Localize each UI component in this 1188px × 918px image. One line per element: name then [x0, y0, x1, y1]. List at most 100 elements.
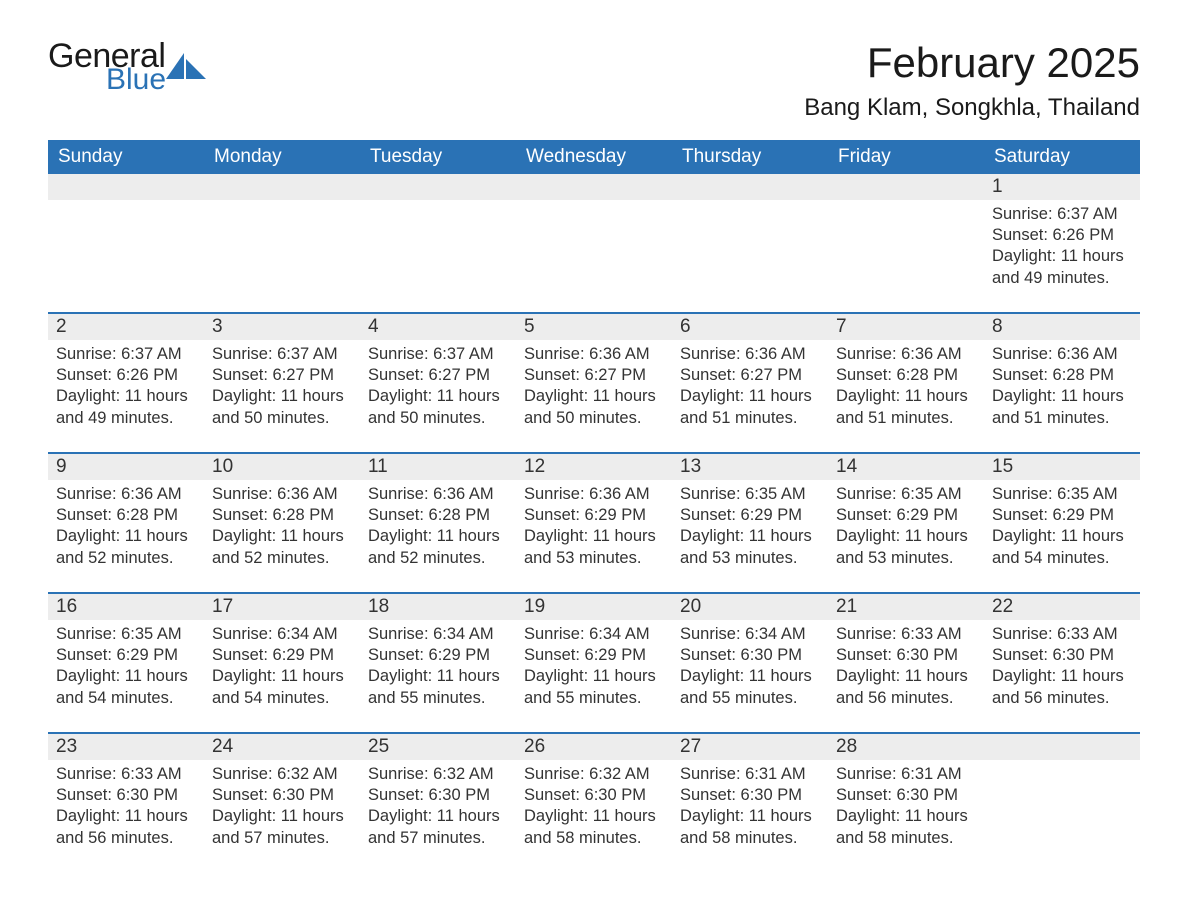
day-cell: 12Sunrise: 6:36 AMSunset: 6:29 PMDayligh…	[516, 454, 672, 592]
sunset-text: Sunset: 6:30 PM	[680, 785, 820, 806]
day-cell: 21Sunrise: 6:33 AMSunset: 6:30 PMDayligh…	[828, 594, 984, 732]
day-cell: 1Sunrise: 6:37 AMSunset: 6:26 PMDaylight…	[984, 174, 1140, 312]
day-cell: 24Sunrise: 6:32 AMSunset: 6:30 PMDayligh…	[204, 734, 360, 872]
day-number: 5	[516, 314, 672, 340]
week-row: 16Sunrise: 6:35 AMSunset: 6:29 PMDayligh…	[48, 592, 1140, 732]
day-body: Sunrise: 6:36 AMSunset: 6:29 PMDaylight:…	[516, 480, 672, 578]
sunset-text: Sunset: 6:26 PM	[992, 225, 1132, 246]
day-body: Sunrise: 6:32 AMSunset: 6:30 PMDaylight:…	[204, 760, 360, 858]
day-body: Sunrise: 6:36 AMSunset: 6:27 PMDaylight:…	[672, 340, 828, 438]
daylight-text: Daylight: 11 hours and 55 minutes.	[368, 666, 508, 708]
day-number: 18	[360, 594, 516, 620]
day-cell: 13Sunrise: 6:35 AMSunset: 6:29 PMDayligh…	[672, 454, 828, 592]
day-cell	[984, 734, 1140, 872]
day-cell: 4Sunrise: 6:37 AMSunset: 6:27 PMDaylight…	[360, 314, 516, 452]
sunrise-text: Sunrise: 6:36 AM	[680, 344, 820, 365]
day-cell: 25Sunrise: 6:32 AMSunset: 6:30 PMDayligh…	[360, 734, 516, 872]
location: Bang Klam, Songkhla, Thailand	[804, 94, 1140, 122]
month-title: February 2025	[804, 40, 1140, 86]
calendar: Sunday Monday Tuesday Wednesday Thursday…	[48, 140, 1140, 872]
sunrise-text: Sunrise: 6:34 AM	[680, 624, 820, 645]
day-cell: 9Sunrise: 6:36 AMSunset: 6:28 PMDaylight…	[48, 454, 204, 592]
sunset-text: Sunset: 6:29 PM	[524, 505, 664, 526]
day-cell: 18Sunrise: 6:34 AMSunset: 6:29 PMDayligh…	[360, 594, 516, 732]
day-number: 1	[984, 174, 1140, 200]
day-cell: 11Sunrise: 6:36 AMSunset: 6:28 PMDayligh…	[360, 454, 516, 592]
sunset-text: Sunset: 6:29 PM	[524, 645, 664, 666]
day-body: Sunrise: 6:34 AMSunset: 6:29 PMDaylight:…	[516, 620, 672, 718]
header: General Blue February 2025 Bang Klam, So…	[48, 40, 1140, 122]
sunset-text: Sunset: 6:30 PM	[524, 785, 664, 806]
sail-icon	[166, 53, 210, 83]
day-number: 4	[360, 314, 516, 340]
sunset-text: Sunset: 6:27 PM	[524, 365, 664, 386]
day-number: 7	[828, 314, 984, 340]
day-number: 27	[672, 734, 828, 760]
day-cell: 10Sunrise: 6:36 AMSunset: 6:28 PMDayligh…	[204, 454, 360, 592]
day-body: Sunrise: 6:34 AMSunset: 6:29 PMDaylight:…	[360, 620, 516, 718]
dow-cell: Thursday	[672, 140, 828, 174]
sunset-text: Sunset: 6:30 PM	[56, 785, 196, 806]
day-number: 20	[672, 594, 828, 620]
brand-word-2: Blue	[106, 66, 166, 95]
day-cell: 5Sunrise: 6:36 AMSunset: 6:27 PMDaylight…	[516, 314, 672, 452]
daylight-text: Daylight: 11 hours and 53 minutes.	[836, 526, 976, 568]
daylight-text: Daylight: 11 hours and 55 minutes.	[680, 666, 820, 708]
sunset-text: Sunset: 6:28 PM	[212, 505, 352, 526]
sunrise-text: Sunrise: 6:33 AM	[836, 624, 976, 645]
brand-text: General Blue	[48, 40, 166, 95]
day-number: 12	[516, 454, 672, 480]
sunrise-text: Sunrise: 6:36 AM	[368, 484, 508, 505]
brand-logo: General Blue	[48, 40, 210, 95]
daylight-text: Daylight: 11 hours and 52 minutes.	[368, 526, 508, 568]
sunset-text: Sunset: 6:30 PM	[836, 785, 976, 806]
daylight-text: Daylight: 11 hours and 50 minutes.	[368, 386, 508, 428]
sunset-text: Sunset: 6:29 PM	[212, 645, 352, 666]
day-body: Sunrise: 6:35 AMSunset: 6:29 PMDaylight:…	[672, 480, 828, 578]
day-body: Sunrise: 6:36 AMSunset: 6:28 PMDaylight:…	[204, 480, 360, 578]
sunset-text: Sunset: 6:28 PM	[56, 505, 196, 526]
daylight-text: Daylight: 11 hours and 51 minutes.	[680, 386, 820, 428]
day-cell	[204, 174, 360, 312]
sunrise-text: Sunrise: 6:35 AM	[836, 484, 976, 505]
day-body: Sunrise: 6:36 AMSunset: 6:27 PMDaylight:…	[516, 340, 672, 438]
sunrise-text: Sunrise: 6:34 AM	[368, 624, 508, 645]
title-block: February 2025 Bang Klam, Songkhla, Thail…	[804, 40, 1140, 122]
day-body: Sunrise: 6:37 AMSunset: 6:26 PMDaylight:…	[984, 200, 1140, 298]
day-number: 24	[204, 734, 360, 760]
daylight-text: Daylight: 11 hours and 54 minutes.	[212, 666, 352, 708]
sunrise-text: Sunrise: 6:35 AM	[992, 484, 1132, 505]
day-number: 2	[48, 314, 204, 340]
dow-cell: Monday	[204, 140, 360, 174]
day-number	[204, 174, 360, 200]
sunrise-text: Sunrise: 6:37 AM	[992, 204, 1132, 225]
sunrise-text: Sunrise: 6:37 AM	[56, 344, 196, 365]
day-number: 28	[828, 734, 984, 760]
sunrise-text: Sunrise: 6:31 AM	[680, 764, 820, 785]
day-body: Sunrise: 6:35 AMSunset: 6:29 PMDaylight:…	[48, 620, 204, 718]
sunset-text: Sunset: 6:30 PM	[992, 645, 1132, 666]
sunrise-text: Sunrise: 6:34 AM	[212, 624, 352, 645]
day-cell: 27Sunrise: 6:31 AMSunset: 6:30 PMDayligh…	[672, 734, 828, 872]
day-body: Sunrise: 6:35 AMSunset: 6:29 PMDaylight:…	[828, 480, 984, 578]
day-cell: 2Sunrise: 6:37 AMSunset: 6:26 PMDaylight…	[48, 314, 204, 452]
daylight-text: Daylight: 11 hours and 51 minutes.	[992, 386, 1132, 428]
sunset-text: Sunset: 6:30 PM	[836, 645, 976, 666]
day-body: Sunrise: 6:37 AMSunset: 6:27 PMDaylight:…	[360, 340, 516, 438]
sunrise-text: Sunrise: 6:36 AM	[524, 344, 664, 365]
sunset-text: Sunset: 6:26 PM	[56, 365, 196, 386]
sunset-text: Sunset: 6:29 PM	[368, 645, 508, 666]
day-body: Sunrise: 6:32 AMSunset: 6:30 PMDaylight:…	[360, 760, 516, 858]
day-number: 14	[828, 454, 984, 480]
day-number: 3	[204, 314, 360, 340]
sunrise-text: Sunrise: 6:36 AM	[524, 484, 664, 505]
daylight-text: Daylight: 11 hours and 57 minutes.	[212, 806, 352, 848]
day-body: Sunrise: 6:33 AMSunset: 6:30 PMDaylight:…	[984, 620, 1140, 718]
daylight-text: Daylight: 11 hours and 56 minutes.	[992, 666, 1132, 708]
sunrise-text: Sunrise: 6:32 AM	[368, 764, 508, 785]
sunrise-text: Sunrise: 6:36 AM	[56, 484, 196, 505]
day-body: Sunrise: 6:34 AMSunset: 6:30 PMDaylight:…	[672, 620, 828, 718]
day-number	[360, 174, 516, 200]
day-cell: 23Sunrise: 6:33 AMSunset: 6:30 PMDayligh…	[48, 734, 204, 872]
sunrise-text: Sunrise: 6:32 AM	[212, 764, 352, 785]
